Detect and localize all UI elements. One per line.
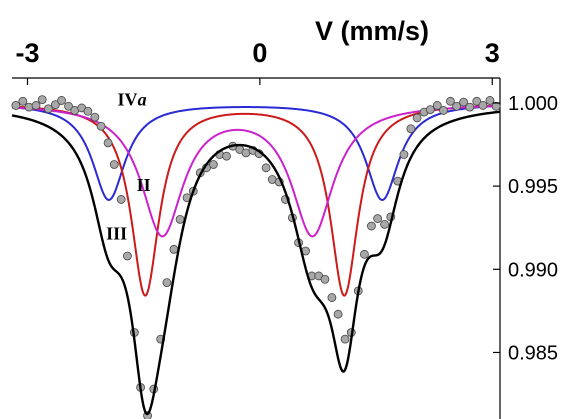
x-tick-label: 3 bbox=[485, 38, 500, 68]
plot-frame bbox=[12, 77, 501, 419]
data-point bbox=[491, 101, 501, 111]
data-point bbox=[175, 214, 185, 224]
data-point bbox=[64, 101, 73, 111]
data-point bbox=[169, 244, 179, 254]
data-point bbox=[37, 95, 47, 105]
data-point bbox=[439, 106, 448, 115]
data-point bbox=[452, 101, 462, 111]
x-axis-label: V (mm/s) bbox=[315, 16, 429, 46]
fit-curve-group bbox=[11, 110, 501, 416]
axis-ticks bbox=[26, 78, 500, 354]
data-point bbox=[425, 105, 435, 114]
y-tick-label: 0.990 bbox=[508, 259, 558, 281]
component-label-iii: III bbox=[106, 223, 127, 243]
data-points bbox=[11, 95, 501, 419]
data-point bbox=[333, 309, 343, 319]
y-tick-label: 0.995 bbox=[508, 176, 558, 198]
data-point bbox=[340, 334, 350, 344]
data-point bbox=[50, 100, 60, 110]
data-point bbox=[103, 138, 113, 148]
data-point bbox=[472, 96, 482, 106]
data-point bbox=[485, 96, 495, 105]
data-point bbox=[116, 195, 126, 204]
component-label-iva: IVa bbox=[118, 89, 147, 109]
data-point bbox=[83, 106, 93, 116]
data-point bbox=[465, 102, 475, 112]
data-point bbox=[327, 293, 337, 302]
data-point bbox=[399, 150, 409, 159]
y-tick-label: 0.985 bbox=[508, 342, 558, 364]
data-point bbox=[123, 251, 132, 261]
data-point bbox=[406, 124, 416, 134]
data-point bbox=[90, 112, 100, 122]
data-point bbox=[18, 96, 28, 106]
data-point bbox=[478, 101, 488, 110]
data-point bbox=[432, 101, 442, 110]
x-tick-label: -3 bbox=[15, 38, 39, 68]
data-point bbox=[57, 96, 66, 105]
data-point bbox=[380, 219, 389, 229]
data-point bbox=[261, 163, 271, 173]
data-point bbox=[367, 221, 376, 231]
component-curve-iva bbox=[11, 104, 501, 201]
data-point bbox=[44, 104, 53, 114]
data-point bbox=[360, 249, 369, 259]
data-point bbox=[208, 160, 218, 169]
component-label-ii: II bbox=[137, 175, 151, 195]
data-point bbox=[373, 214, 383, 223]
component-curve-iii bbox=[11, 104, 501, 297]
data-point bbox=[11, 101, 21, 110]
data-point bbox=[222, 151, 231, 161]
data-point bbox=[459, 97, 468, 107]
data-point bbox=[446, 96, 455, 106]
fit-curve bbox=[11, 110, 501, 416]
data-point bbox=[320, 274, 330, 284]
data-point bbox=[162, 278, 172, 288]
y-tick-label: 1.000 bbox=[508, 93, 558, 115]
data-point bbox=[412, 113, 422, 123]
data-point bbox=[109, 160, 119, 169]
data-point bbox=[31, 101, 41, 110]
data-point bbox=[96, 121, 106, 131]
x-tick-label: 0 bbox=[252, 38, 267, 68]
